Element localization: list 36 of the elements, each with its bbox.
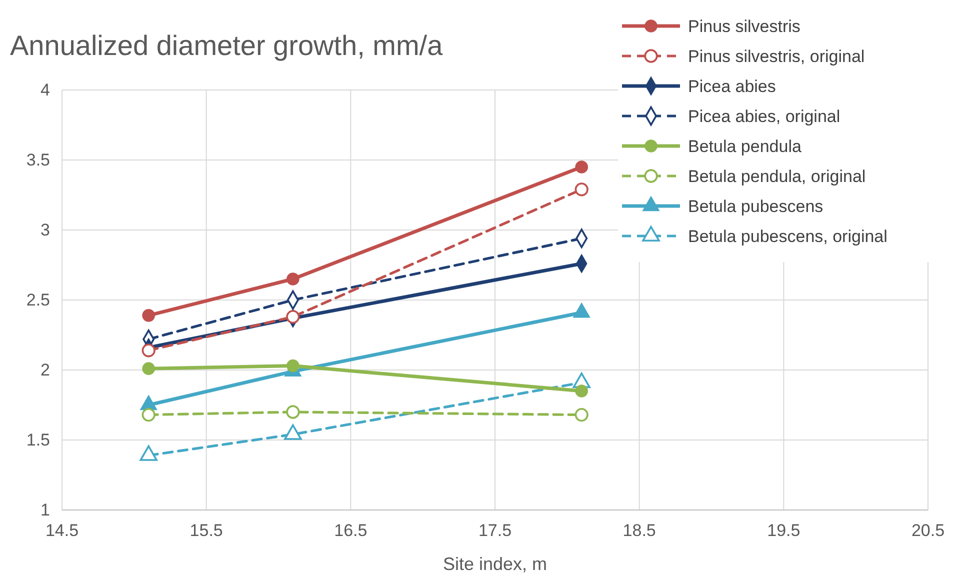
- y-tick-label: 1.5: [26, 430, 50, 450]
- legend-label: Betula pubescens: [688, 197, 824, 216]
- x-tick-label: 18.5: [622, 521, 656, 540]
- point: [286, 405, 300, 419]
- x-tick-label: 16.5: [334, 521, 368, 540]
- x-tick-label: 20.5: [911, 521, 945, 540]
- point: [142, 408, 156, 422]
- legend-label: Betula pendula: [688, 137, 802, 156]
- point: [142, 308, 156, 322]
- point: [575, 160, 588, 174]
- legend-label: Pinus silvestris, original: [688, 47, 865, 66]
- x-tick-label: 17.5: [478, 521, 512, 540]
- point: [286, 359, 300, 372]
- x-tick-label: 19.5: [767, 521, 800, 540]
- chart-title: Annualized diameter growth, mm/a: [10, 30, 444, 61]
- y-tick-label: 2: [40, 360, 50, 380]
- point: [142, 362, 156, 376]
- point: [574, 408, 588, 422]
- point: [575, 384, 588, 398]
- y-tick-label: 3.5: [26, 150, 50, 170]
- x-tick-label: 15.5: [190, 521, 223, 540]
- y-tick-label: 1: [40, 500, 50, 520]
- x-tick-label: 14.5: [45, 521, 79, 540]
- point: [574, 182, 588, 196]
- x-axis-title: Site index, m: [442, 554, 548, 574]
- y-tick-label: 4: [40, 80, 50, 100]
- legend-label: Pinus silvestris: [688, 17, 800, 36]
- legend-label: Picea abies: [688, 77, 776, 96]
- point: [142, 344, 156, 358]
- y-tick-label: 3: [40, 220, 50, 240]
- legend-label: Betula pendula, original: [688, 167, 866, 186]
- point: [286, 310, 300, 324]
- point: [286, 272, 300, 286]
- y-tick-label: 2.5: [26, 290, 50, 310]
- legend-label: Picea abies, original: [688, 107, 840, 126]
- legend-label: Betula pubescens, original: [688, 227, 888, 246]
